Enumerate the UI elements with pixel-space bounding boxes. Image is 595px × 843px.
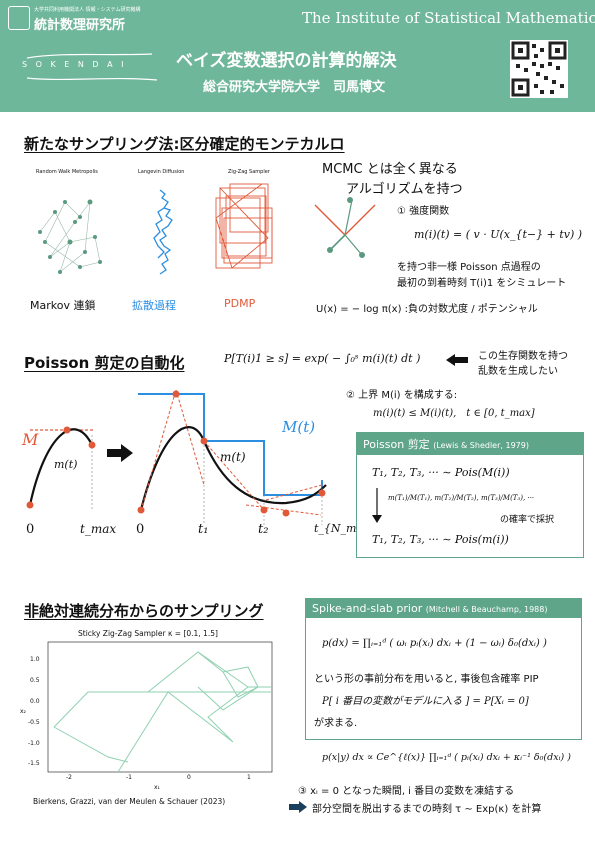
poisson-pruning-header: Poisson 剪定 (Lewis & Shedler, 1979) [357,433,583,455]
pdmp-trajectory-plot [314,197,376,258]
poisson-pruning-title: Poisson 剪定 [363,438,430,451]
y-tick-3: 0.0 [30,698,40,705]
step3-text: ③ xᵢ = 0 となった瞬間, i 番目の変数を凍結する [298,786,515,797]
arrow-note-1: この生存関数を持つ [478,351,568,362]
pip-end: が求まる. [314,718,358,729]
section1-title: 新たなサンプリング法:区分確定的モンテカルロ [24,135,345,153]
poster-author: 総合研究大学院大学 司馬博文 [203,80,386,95]
left-arrow-icon [446,354,468,366]
pruning-line-3: T₁, T₂, T₃, ··· ∼ Pois(m(i)) [372,533,509,546]
rwm-panel-title: Random Walk Metropolis [36,169,98,175]
intensity-label: ① 強度関数 [397,206,450,217]
bound-plot-small [26,426,96,510]
zigzag-panel-title: Zig-Zag Sampler [228,169,270,175]
pip-formula: P[ i 番目の変数がモデルに入る ] = P[Xᵢ = 0] [322,696,529,707]
large-mt-label: m(t) [220,450,246,464]
x-tick-3: 0 [187,774,191,781]
sticky-plot-title: Sticky Zig-Zag Sampler κ = [0.1, 1.5] [78,629,218,638]
english-org-name: The Institute of Statistical Mathematics [302,9,595,27]
t1-label: t₁ [198,522,209,537]
qr-code [510,40,568,98]
right-arrow-icon [107,444,133,462]
markov-label: Markov 連鎖 [30,299,96,312]
x-axis-label: x₁ [154,784,160,791]
x-tick-4: 1 [247,774,251,781]
y-tick-1: 1.0 [30,656,40,663]
y-tick-5: -1.0 [28,740,40,747]
y-tick-6: -1.5 [28,760,40,767]
large-Mt-label: M(t) [282,418,316,436]
mcmc-text-1: MCMC とは全く異なる [322,162,458,177]
small-M-label: M [22,430,39,449]
plot-citation: Bierkens, Grazzi, van der Meulen & Schau… [33,797,226,806]
y-axis-label: x₂ [20,708,26,715]
y-tick-2: 0.5 [30,677,40,684]
sokendai-logo: S O K E N D A I [22,60,127,69]
prior-formula: p(dx) = ∏ᵢ₌₁ᵈ ( ωᵢ pᵢ(xᵢ) dxᵢ + (1 − ωᵢ)… [322,638,547,649]
header-banner [0,0,595,112]
spike-slab-cite: (Mitchell & Beauchamp, 1988) [425,605,548,614]
potential-text: U(x) = − log π(x) :負の対数尤度 / ポテンシャル [316,304,538,315]
zigzag-plot [215,183,273,269]
upper-bound-formula: m(i)(t) ≤ M(i)(t), t ∈ [0, t_max] [373,408,535,419]
spike-slab-title: Spike-and-slab prior [312,602,423,615]
org-name: 統計数理研究所 [34,18,126,33]
sokendai-swoosh [26,53,158,81]
langevin-panel-title: Langevin Diffusion [138,169,185,175]
pruning-ratio: m(T₁)/M(T₁), m(T₂)/M(T₂), m(T₃)/M(T₃), ·… [388,494,535,502]
pruning-accept: の確率で採択 [500,515,555,525]
y-tick-4: -0.5 [28,719,40,726]
large-zero-label: 0 [136,522,145,537]
pdmp-label: PDMP [224,297,256,310]
spike-slab-header: Spike-and-slab prior (Mitchell & Beaucha… [306,599,581,618]
sticky-zigzag-plot [47,641,273,773]
down-arrow-icon [372,488,382,523]
spike-slab-box: Spike-and-slab prior (Mitchell & Beaucha… [305,598,582,740]
upper-bound-label: ② 上界 M(i) を構成する: [346,390,458,401]
poisson-pruning-cite: (Lewis & Shedler, 1979) [433,441,529,450]
survival-formula: P[T(i)1 ≥ s] = exp( − ∫₀ˢ m(i)(t) dt ) [224,352,421,365]
arrow-note-2: 乱数を生成したい [478,366,558,377]
org-subtitle: 大学共同利用機関法人 情報・システム研究機構 [34,7,141,13]
poisson-text-2: 最初の到着時刻 T(i)1 をシミュレート [397,278,567,289]
pruning-line-1: T₁, T₂, T₃, ··· ∼ Pois(M(i)) [372,466,510,479]
section2-title: Poisson 剪定の自動化 [24,354,185,372]
mcmc-text-2: アルゴリズムを持つ [346,182,463,197]
rwm-plot [38,199,102,274]
ism-logo [8,6,30,30]
intensity-formula: m(i)(t) = ( v · U(x_{t−} + tv) ) [414,228,583,241]
diffusion-label: 拡散過程 [132,299,176,312]
small-zero-label: 0 [26,522,35,537]
bound-plot-large [137,389,327,525]
pip-line: という形の事前分布を用いると, 事後包含確率 PIP [314,674,539,685]
small-tmax-label: t_max [80,522,117,536]
posterior-formula: p(x|y) dx ∝ Ce^{ℓ(x)} ∏ᵢ₌₁ᵈ ( pᵢ(xᵢ) dxᵢ… [322,752,571,763]
poisson-pruning-box: Poisson 剪定 (Lewis & Shedler, 1979) [356,432,584,558]
poster-title: ベイズ変数選択の計算的解決 [176,51,397,71]
section3-title: 非絶対連続分布からのサンプリング [24,602,264,620]
step3b-text: 部分空間を脱出するまでの時刻 τ ∼ Exp(κ) を計算 [312,804,542,815]
t2-label: t₂ [258,522,269,537]
right-arrow-small-icon [289,801,307,813]
x-tick-2: -1 [126,774,132,781]
poisson-text-1: を持つ非一様 Poisson 点過程の [397,262,541,273]
small-m-label: m(t) [54,458,78,471]
langevin-plot [153,189,173,275]
x-tick-1: -2 [66,774,72,781]
